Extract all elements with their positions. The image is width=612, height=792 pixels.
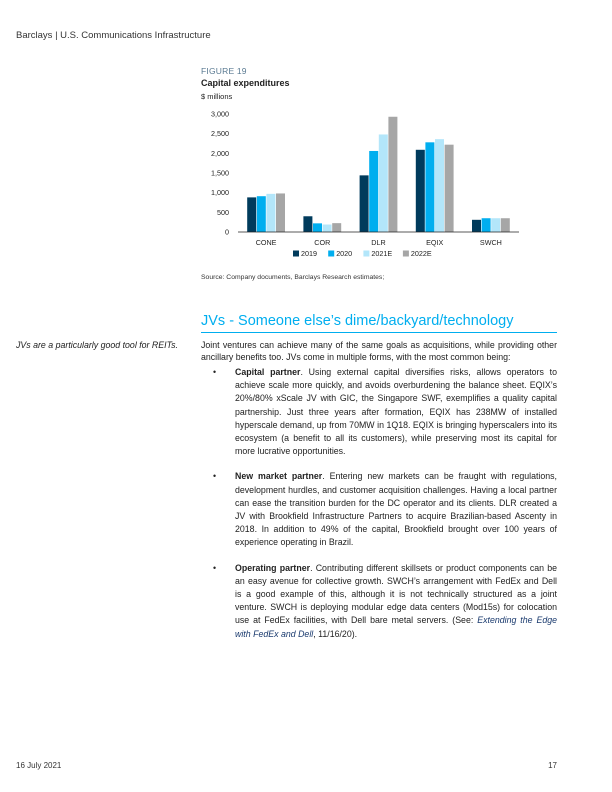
- bullet-dot-icon: •: [213, 367, 217, 377]
- bullet-new-market-partner: • New market partner. Entering new marke…: [201, 470, 557, 549]
- section-divider: [201, 332, 557, 333]
- bar-dlr-2022e: [388, 116, 398, 232]
- y-tick-label: 0: [225, 228, 229, 237]
- y-tick-label: 1,500: [211, 169, 229, 178]
- y-tick-label: 2,500: [211, 129, 229, 138]
- bullet-dot-icon: •: [213, 471, 217, 482]
- bullet-operating-partner: • Operating partner. Contributing differ…: [201, 562, 557, 641]
- bullet-title: Operating partner: [235, 562, 311, 573]
- bullet-capital-partner: • Capital partner. Using external capita…: [201, 366, 557, 458]
- bar-swch-2022e: [500, 218, 510, 232]
- bar-cone-2022e: [276, 193, 285, 232]
- figure-label: FIGURE 19: [201, 66, 247, 76]
- bar-dlr-2020: [369, 150, 379, 232]
- legend-label: 2019: [301, 249, 317, 258]
- report-link[interactable]: Extending the Edge with FedEx and Dell: [235, 615, 557, 639]
- bullet-text-after: , 11/16/20).: [313, 628, 358, 639]
- legend-label: 2020: [336, 249, 352, 258]
- y-tick-label: 2,000: [211, 149, 229, 158]
- x-tick-label: SWCH: [480, 238, 502, 247]
- bullet-title: New market partner: [235, 471, 323, 482]
- y-axis-label: $ millions: [201, 92, 233, 101]
- legend-swatch: [328, 250, 335, 257]
- bar-eqix-2019: [415, 149, 425, 232]
- x-tick-label: COR: [314, 238, 330, 247]
- y-tick-label: 3,000: [211, 110, 229, 119]
- bar-cone-2019: [247, 197, 257, 232]
- legend-label: 2021E: [371, 249, 392, 258]
- bar-swch-2021e: [491, 218, 501, 232]
- bar-dlr-2021e: [378, 134, 388, 232]
- bar-eqix-2020: [425, 142, 435, 232]
- x-tick-label: CONE: [256, 238, 277, 247]
- bar-swch-2019: [472, 219, 481, 232]
- figure-title: Capital expenditures: [201, 78, 290, 88]
- bullet-dot-icon: •: [213, 562, 217, 573]
- bullet-list: • Capital partner. Using external capita…: [201, 366, 557, 653]
- y-tick-label: 1,000: [211, 188, 229, 197]
- bar-cor-2019: [303, 216, 313, 232]
- x-tick-label: DLR: [371, 238, 385, 247]
- bar-cone-2021e: [266, 193, 276, 232]
- bar-cor-2021e: [322, 224, 332, 232]
- bar-swch-2020: [481, 218, 491, 232]
- sidenote: JVs are a particularly good tool for REI…: [16, 340, 179, 350]
- bullet-text: . Entering new markets can be fraught wi…: [235, 471, 557, 548]
- legend-swatch: [293, 250, 299, 257]
- bullet-text: . Contributing different skillsets or pr…: [235, 562, 558, 626]
- legend-swatch: [402, 250, 409, 257]
- bullet-title: Capital partner: [235, 367, 301, 377]
- bar-eqix-2022e: [444, 144, 454, 232]
- intro-paragraph: Joint ventures can achieve many of the s…: [201, 340, 557, 362]
- footer-date: 16 July 2021: [16, 761, 62, 770]
- bullet-text: . Using external capital diversifies ris…: [235, 367, 557, 457]
- figure-source: Source: Company documents, Barclays Rese…: [201, 274, 385, 281]
- bar-cor-2022e: [332, 223, 342, 232]
- capex-bar-chart: $ millions 0 500 1,000 1,500 2,000 2,500 3,000 C…: [201, 92, 519, 258]
- bar-cor-2020: [313, 223, 322, 232]
- bar-eqix-2021e: [435, 139, 444, 232]
- bar-cone-2020: [256, 196, 266, 232]
- x-tick-label: EQIX: [426, 238, 443, 247]
- legend-swatch: [363, 250, 370, 257]
- page-header: Barclays | U.S. Communications Infrastru…: [16, 30, 211, 41]
- section-title: JVs - Someone else’s dime/backyard/techn…: [201, 313, 514, 329]
- y-tick-label: 500: [217, 208, 229, 217]
- bar-dlr-2019: [359, 175, 369, 232]
- legend-label: 2022E: [411, 249, 432, 258]
- page-number: 17: [548, 761, 557, 770]
